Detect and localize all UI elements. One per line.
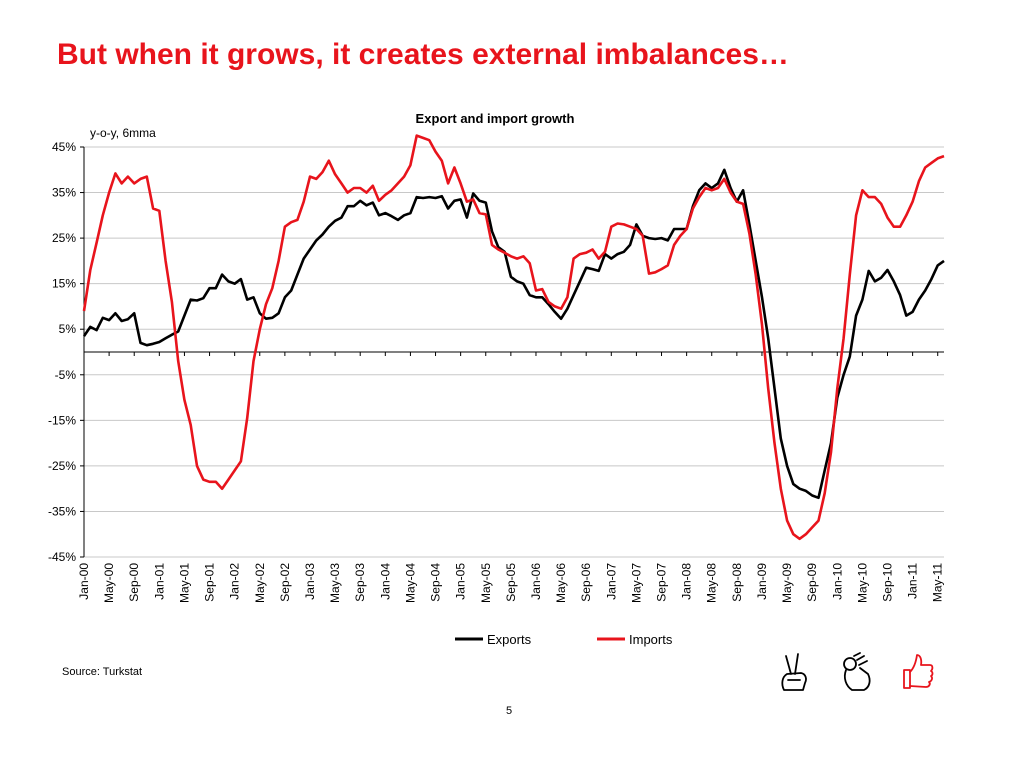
page-number: 5 <box>506 705 513 717</box>
x-tick-label: Sep-05 <box>504 563 518 602</box>
x-tick-label: May-11 <box>931 563 945 602</box>
x-tick-label: Jan-05 <box>454 563 468 600</box>
legend-label: Exports <box>487 632 532 647</box>
x-tick-label: May-03 <box>328 563 342 603</box>
x-tick-label: Sep-06 <box>579 563 593 602</box>
victory-hand-icon <box>781 653 807 691</box>
legend-label: Imports <box>629 632 673 647</box>
y-tick-label: 25% <box>52 231 76 245</box>
y-tick-label: -45% <box>48 550 76 564</box>
y-tick-label: 15% <box>52 277 76 291</box>
line-chart: Export and import growth y-o-y, 6mma 45%… <box>48 111 945 647</box>
x-tick-label: Sep-00 <box>127 563 141 602</box>
x-tick-label: May-06 <box>554 563 568 603</box>
x-tick-label: May-10 <box>855 563 869 603</box>
series-line-imports <box>82 134 945 541</box>
y-tick-label: -25% <box>48 459 76 473</box>
x-tick-label: Sep-02 <box>278 563 292 602</box>
x-tick-label: Jan-03 <box>303 563 317 600</box>
x-tick-label: Jan-10 <box>830 563 844 600</box>
x-tick-label: Jan-00 <box>77 563 91 600</box>
x-tick-label: Jan-06 <box>529 563 543 600</box>
x-tick-label: Sep-10 <box>881 563 895 602</box>
x-tick-label: May-05 <box>479 563 493 603</box>
x-tick-label: Jan-11 <box>906 563 920 599</box>
x-tick-label: Sep-09 <box>805 563 819 602</box>
series-lines <box>82 134 945 541</box>
gridlines <box>84 146 944 558</box>
page-title: But when it grows, it creates external i… <box>57 38 789 71</box>
x-tick-label: Sep-07 <box>655 563 669 602</box>
x-tick-label: May-04 <box>403 563 417 603</box>
x-tick-label: May-07 <box>629 563 643 603</box>
x-tick-label: Jan-04 <box>378 563 392 600</box>
x-tick-label: Sep-03 <box>353 563 367 602</box>
x-tick-label: Jan-01 <box>152 563 166 600</box>
x-tick-label: Sep-04 <box>429 563 443 602</box>
x-tick-label: May-09 <box>780 563 794 603</box>
unit-label: y-o-y, 6mma <box>90 126 156 140</box>
x-tick-label: May-01 <box>177 563 191 603</box>
y-tick-label: 5% <box>59 322 77 336</box>
y-tick-label: 45% <box>52 140 76 154</box>
axes: 45% 35% 25% 15% 5% -5% -15% -25% -35% -45%Jan-00 M… <box>48 140 945 603</box>
x-tick-label: May-08 <box>705 563 719 603</box>
x-tick-label: Sep-01 <box>203 563 217 602</box>
y-tick-label: -35% <box>48 504 76 518</box>
thumbs-up-icon <box>903 654 934 689</box>
x-tick-label: Sep-08 <box>730 563 744 602</box>
x-tick-label: May-02 <box>253 563 267 603</box>
y-tick-label: -15% <box>48 413 76 427</box>
ok-hand-icon <box>843 652 871 691</box>
y-tick-label: -5% <box>55 368 77 382</box>
y-tick-label: 35% <box>52 186 76 200</box>
source-note: Source: Turkstat <box>62 666 143 678</box>
x-tick-label: Jan-02 <box>228 563 242 600</box>
x-tick-label: Jan-08 <box>680 563 694 600</box>
legend: Exports Imports <box>455 632 673 647</box>
x-tick-label: Jan-07 <box>604 563 618 600</box>
x-tick-label: Jan-09 <box>755 563 769 600</box>
x-tick-label: May-00 <box>102 563 116 603</box>
chart-title: Export and import growth <box>416 111 575 126</box>
series-line-exports <box>82 168 945 500</box>
